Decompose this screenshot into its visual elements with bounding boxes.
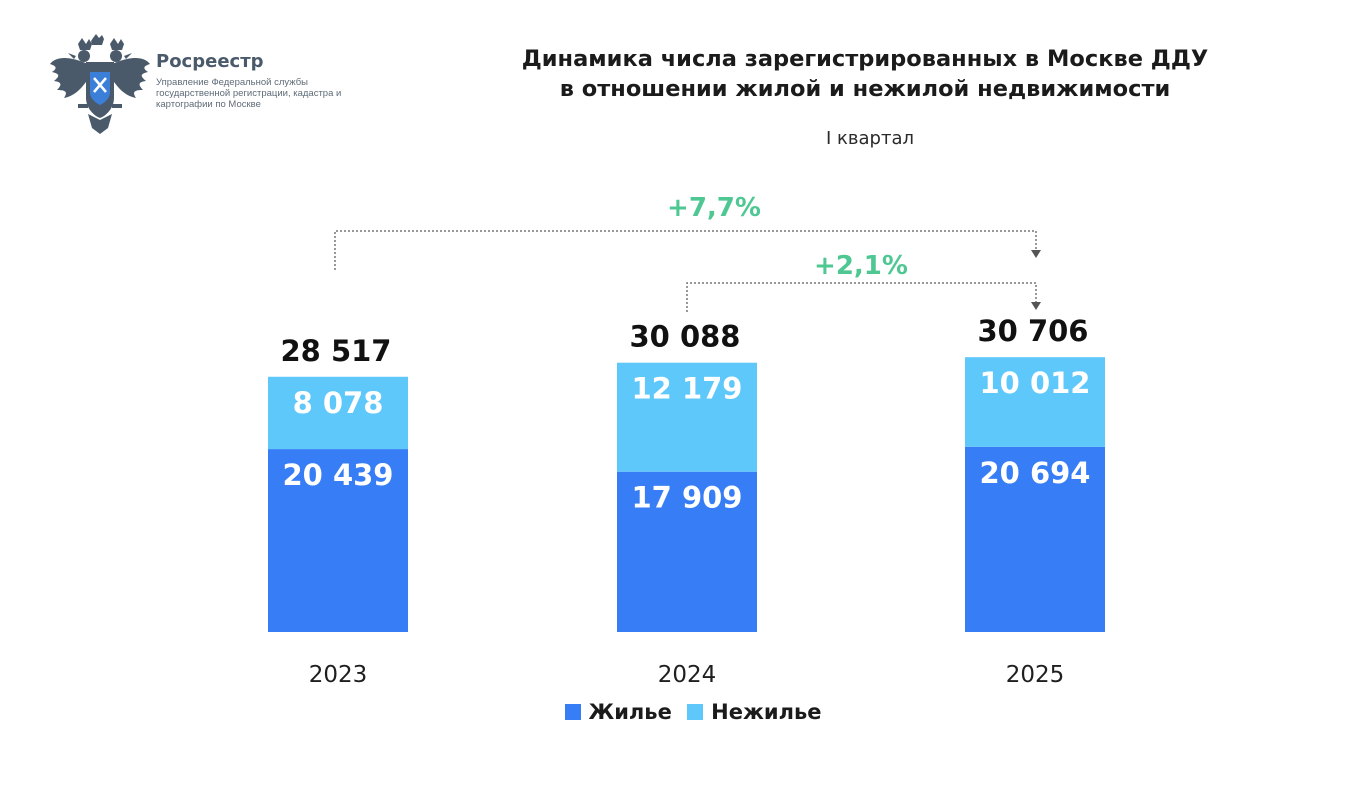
growth-arrowhead-icon (1031, 250, 1041, 258)
legend-swatch-nonresidential (687, 704, 704, 720)
org-name: Росреестр (156, 51, 264, 72)
total-label-2023: 28 517 (281, 334, 392, 368)
org-description: Управление Федеральной службы государств… (156, 77, 342, 110)
x-tick-label-2024: 2024 (658, 662, 717, 688)
bar-nonresidential-2024 (617, 362, 757, 472)
total-label-2025: 30 706 (978, 314, 1089, 348)
legend-label-residential: Жилье (588, 700, 672, 724)
x-tick-label-2023: 2023 (309, 662, 368, 688)
data-label-residential-2025: 20 694 (980, 456, 1091, 490)
growth-arrowhead-icon (1031, 302, 1041, 310)
logo-block: Росреестр Управление Федеральной службы … (48, 34, 378, 144)
growth-label-2024-2025: +2,1% (814, 251, 908, 281)
chart-subtitle: I квартал (826, 128, 914, 149)
x-tick-label-2025: 2025 (1006, 662, 1065, 688)
data-label-nonresidential-2025: 10 012 (980, 366, 1091, 400)
bar-nonresidential-2023 (268, 376, 408, 450)
growth-bracket-2024-2025 (686, 282, 1037, 312)
growth-bracket-2023-2025 (334, 230, 1037, 270)
chart-legend: Жилье Нежилье (0, 700, 1366, 724)
chart-title-line-2: в отношении жилой и нежилой недвижимости (559, 76, 1171, 102)
data-label-residential-2023: 20 439 (283, 458, 394, 492)
bar-nonresidential-2025 (965, 357, 1105, 447)
growth-label-2023-2025: +7,7% (667, 193, 761, 223)
legend-item-residential: Жилье (564, 700, 672, 724)
legend-item-nonresidential: Нежилье (687, 700, 821, 724)
double-headed-eagle-emblem-icon (50, 34, 150, 134)
data-label-nonresidential-2023: 8 078 (293, 386, 384, 420)
legend-swatch-residential (564, 704, 581, 720)
legend-label-nonresidential: Нежилье (711, 700, 822, 724)
data-label-residential-2024: 17 909 (632, 481, 743, 515)
bar-residential-2025 (965, 446, 1105, 632)
chart-title: Динамика числа зарегистрированных в Моск… (420, 44, 1310, 104)
data-label-nonresidential-2024: 12 179 (632, 372, 743, 406)
chart-title-line-1: Динамика числа зарегистрированных в Моск… (521, 46, 1209, 72)
total-label-2024: 30 088 (630, 320, 741, 354)
bar-residential-2024 (617, 471, 757, 632)
bar-residential-2023 (268, 449, 408, 632)
